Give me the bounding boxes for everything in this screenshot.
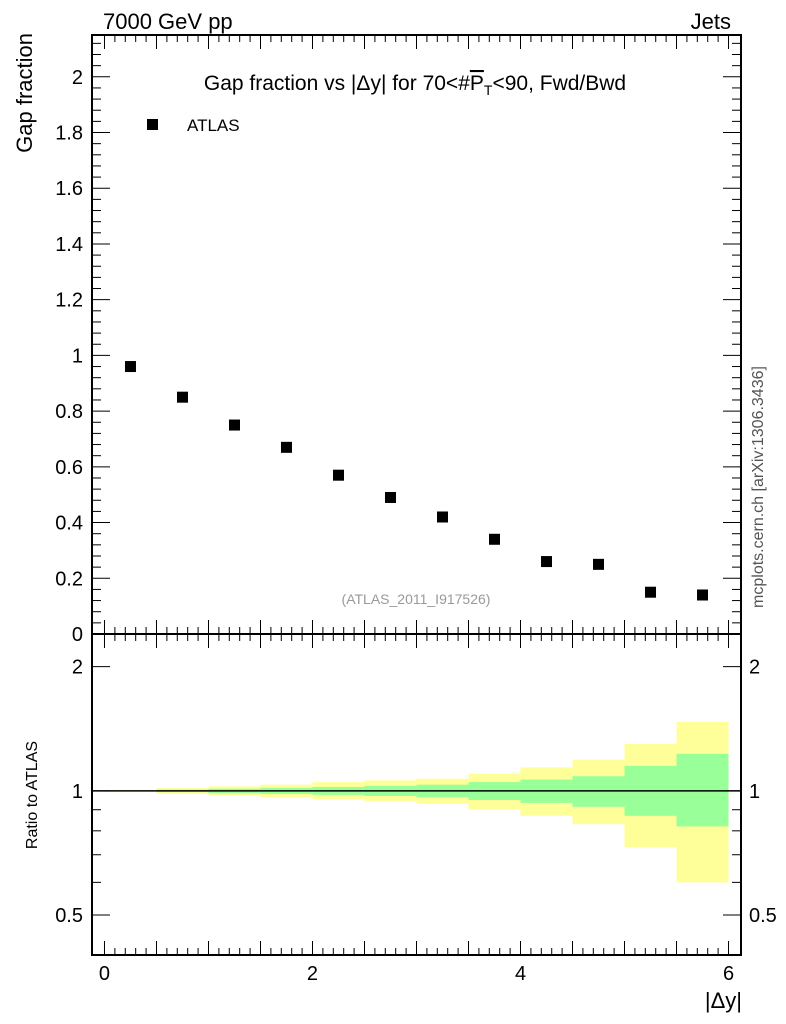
analysis-annotation: (ATLAS_2011_I917526) <box>342 591 491 607</box>
main-y-tick-label: 0.6 <box>55 457 83 479</box>
header-left-label: 7000 GeV pp <box>103 9 233 34</box>
main-y-tick-label: 1.4 <box>55 234 83 256</box>
main-plot-panel: 0 0.2 0.4 0.6 0.8 1 1.2 1.4 1.6 1.8 2 Gap fraction… <box>12 33 742 646</box>
ratio-y-tick-label: 0.5 <box>55 905 83 927</box>
ratio-y-tick-label-right: 1 <box>749 781 760 803</box>
main-y-tick-label: 0.8 <box>55 401 83 423</box>
data-point <box>489 533 501 545</box>
watermark-label: mcplots.cern.ch [arXiv:1306.3436] <box>750 366 767 608</box>
main-plot-title: Gap fraction vs |Δy| for 70<#PT<90, Fwd/… <box>204 72 626 98</box>
main-y-tick-label: 0.4 <box>55 513 83 535</box>
data-point <box>176 391 188 403</box>
ratio-y-axis-label: Ratio to ATLAS <box>24 741 41 849</box>
data-point <box>645 586 657 598</box>
main-y-tick-label: 1.2 <box>55 290 83 312</box>
ratio-plot-panel: 0 2 4 6 0.5 0.5 1 1 2 2 Ratio to ATLAS |Δy| <box>24 633 777 1013</box>
legend-label-atlas: ATLAS <box>187 116 240 135</box>
x-tick-label: 0 <box>99 963 110 985</box>
data-point <box>228 419 240 431</box>
ratio-plot-frame <box>91 633 742 956</box>
data-point <box>593 558 605 570</box>
data-point <box>384 491 396 503</box>
legend-marker-atlas <box>147 119 158 130</box>
ratio-bands <box>104 721 729 883</box>
main-y-tick-label: 0 <box>72 624 83 646</box>
x-axis-label: |Δy| <box>705 988 742 1013</box>
main-y-tick-label: 1 <box>72 345 83 367</box>
ratio-y-tick-label-right: 0.5 <box>749 905 777 927</box>
ratio-band-bin <box>676 753 729 827</box>
data-point <box>280 441 292 453</box>
x-tick-label: 2 <box>307 963 318 985</box>
data-point <box>541 556 553 568</box>
ratio-y-tick-label-right: 2 <box>749 657 760 679</box>
main-plot-y-axis-label: Gap fraction <box>12 33 37 153</box>
main-y-tick-label: 0.2 <box>55 568 83 590</box>
x-tick-label: 4 <box>515 963 526 985</box>
main-y-tick-label: 1.8 <box>55 123 83 145</box>
data-point <box>332 469 344 481</box>
main-plot-points <box>124 361 709 601</box>
ratio-y-tick-label: 2 <box>72 657 83 679</box>
ratio-y-tick-label: 1 <box>72 781 83 803</box>
main-y-tick-label: 2 <box>72 67 83 89</box>
main-y-tick-label: 1.6 <box>55 178 83 200</box>
x-tick-label: 6 <box>723 963 734 985</box>
data-point <box>697 589 709 601</box>
data-point <box>124 361 136 373</box>
data-point <box>437 511 449 523</box>
header-right-label: Jets <box>691 9 731 34</box>
ratio-plot-ticks: 0 2 4 6 0.5 0.5 1 1 2 2 <box>55 634 777 985</box>
main-plot-ticks: 0 0.2 0.4 0.6 0.8 1 1.2 1.4 1.6 1.8 2 <box>55 35 741 646</box>
